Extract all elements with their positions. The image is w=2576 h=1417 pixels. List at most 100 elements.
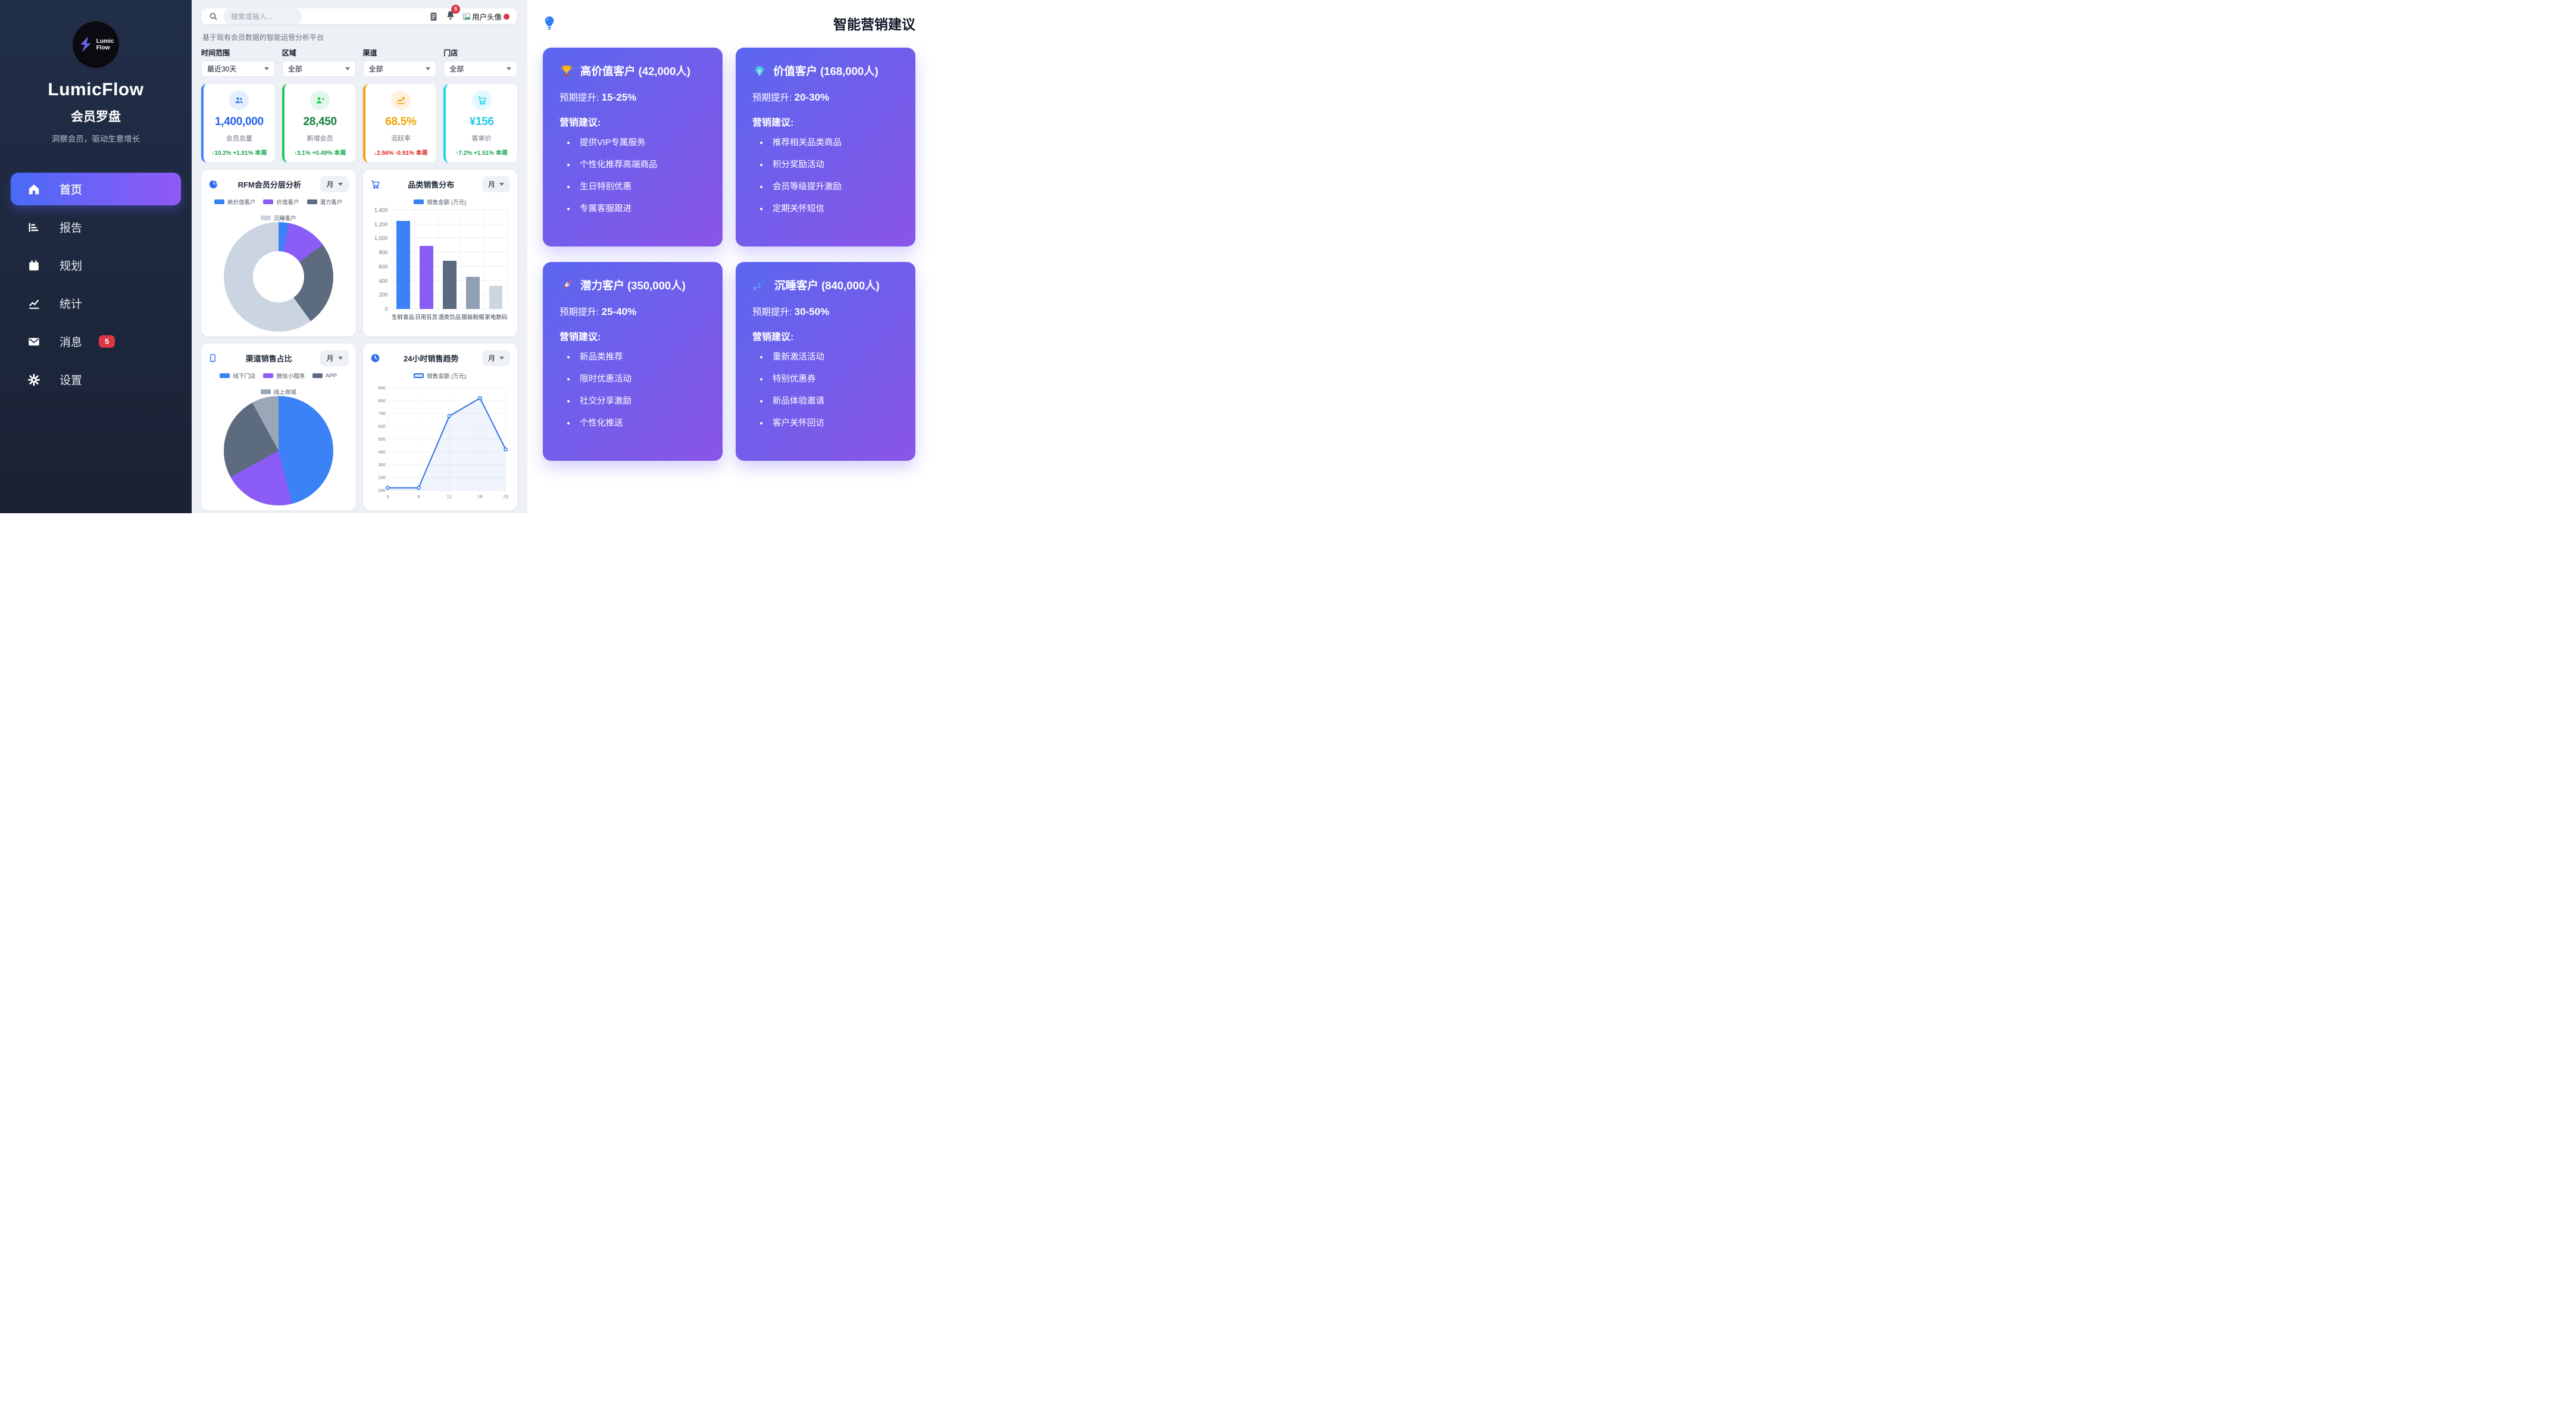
chart-header: 渠道销售占比 月 — [208, 350, 349, 366]
channel-chart-card: 渠道销售占比 月 线下门店 微信小程序 APP 线上商城 — [201, 344, 356, 510]
sidebar-item-label: 首页 — [60, 184, 83, 196]
avatar[interactable]: 用户头像 — [462, 11, 509, 22]
rfm-period-select[interactable]: 月 — [320, 176, 349, 192]
advice-item: 提供VIP专属服务 — [576, 136, 706, 148]
gear-icon — [26, 373, 42, 387]
legend-item: 高价值客户 — [214, 198, 255, 206]
lightbulb-icon — [545, 16, 554, 30]
category-bar-chart: 0 200 400 600 800 1,000 1,200 1,400 生鲜食品 日用百货 酒类饮品… — [374, 207, 508, 321]
chevron-down-icon — [337, 357, 343, 360]
phone-icon — [210, 354, 215, 363]
stat-card-active-rate: 68.5% 活跃率 ↓2.56% -0.91% 本周 — [362, 84, 437, 163]
advice-label: 营销建议: — [559, 332, 601, 342]
pie-chart-icon — [209, 179, 218, 189]
uplift-line: 预期提升: 20-30% — [752, 92, 830, 103]
filter-label: 区域 — [282, 49, 296, 57]
filter-store: 门店 全部 — [443, 48, 517, 77]
app-logo: Lumic Flow — [73, 21, 119, 68]
svg-text:6: 6 — [417, 494, 420, 500]
platform-description: 基于现有会员数据的智能运营分析平台 — [202, 33, 324, 42]
chart-header: 品类销售分布 月 — [370, 176, 510, 192]
stat-card-total-members: 1,400,000 会员总量 ↑10.2% +1.01% 本周 — [201, 84, 275, 163]
advice-item: 重新激活活动 — [769, 350, 899, 363]
advice-label: 营销建议: — [559, 118, 601, 128]
bar-日用百货 — [419, 246, 433, 309]
uplift-line: 预期提升: 15-25% — [559, 92, 637, 103]
svg-text:18: 18 — [477, 494, 482, 500]
topbar: 5 用户头像 — [201, 4, 517, 24]
stat-label: 客单价 — [471, 135, 492, 142]
chart-header: RFM会员分层分析 月 — [208, 176, 349, 192]
presence-dot — [504, 13, 509, 20]
store-select[interactable]: 全部 — [443, 61, 517, 77]
channel-select[interactable]: 全部 — [362, 61, 437, 77]
channel-period-select[interactable]: 月 — [320, 350, 349, 366]
dashboard-column: 5 用户头像 基于现有会员数据的智能运营分析平台 时间范围 最近30天 区域 全… — [192, 0, 527, 513]
advice-list: 提供VIP专属服务 个性化推荐高端商品 生日特别优惠 专属客服跟进 — [576, 136, 706, 214]
svg-text:400: 400 — [378, 450, 385, 455]
sidebar-item-home[interactable]: 首页 — [11, 173, 181, 205]
sidebar-item-reports[interactable]: 报告 — [11, 211, 181, 244]
chevron-down-icon — [264, 67, 269, 70]
rfm-legend: 高价值客户 价值客户 潜力客户 沉睡客户 — [208, 198, 349, 222]
channel-legend: 线下门店 微信小程序 APP 线上商城 — [208, 372, 349, 396]
sidebar-item-statistics[interactable]: 统计 — [11, 287, 181, 320]
hourly-line-chart: 100 200 300 400 500 600 700 800 900 0 6 12 18 23 — [370, 382, 511, 504]
filter-region: 区域 全部 — [282, 48, 356, 77]
chevron-down-icon — [499, 183, 504, 186]
svg-text:700: 700 — [378, 411, 385, 416]
time-range-select[interactable]: 最近30天 — [201, 61, 275, 77]
users-icon — [229, 90, 249, 110]
advice-list: 重新激活活动 特别优惠券 新品体验邀请 客户关怀回访 — [769, 350, 899, 429]
sidebar-item-label: 消息 — [60, 336, 83, 349]
messages-count-badge: 5 — [99, 335, 115, 348]
charts-grid: RFM会员分层分析 月 高价值客户 价值客户 潜力客户 沉睡客户 品类销售分布 月 销… — [201, 170, 517, 510]
filter-label: 门店 — [443, 49, 458, 57]
region-select[interactable]: 全部 — [282, 61, 356, 77]
line-chart-icon — [26, 296, 42, 311]
insight-card-title: 潜力客户 (350,000人) — [559, 277, 706, 293]
logo-text: Lumic Flow — [96, 38, 114, 52]
svg-text:100: 100 — [378, 488, 385, 493]
document-icon[interactable] — [429, 11, 439, 22]
advice-label: 营销建议: — [752, 332, 794, 342]
uplift-line: 预期提升: 25-40% — [559, 306, 637, 317]
bar-生鲜食品 — [396, 220, 410, 309]
chevron-down-icon — [345, 67, 350, 70]
sidebar-item-label: 设置 — [60, 374, 83, 387]
insight-card-title: 高价值客户 (42,000人) — [559, 63, 706, 79]
svg-text:900: 900 — [378, 385, 385, 391]
advice-item: 个性化推送 — [576, 416, 706, 429]
category-period-select[interactable]: 月 — [482, 176, 510, 192]
sidebar-item-settings[interactable]: 设置 — [11, 363, 181, 396]
category-legend: 销售金额 (万元) — [370, 198, 511, 206]
topbar-icons: 5 用户头像 — [429, 4, 509, 24]
calendar-icon — [26, 258, 42, 273]
hourly-period-select[interactable]: 月 — [482, 350, 510, 366]
legend-item: 销售金额 (万元) — [414, 372, 466, 380]
bar-酒类饮品 — [442, 261, 457, 309]
advice-list: 新品类推荐 限时优惠活动 社交分享激励 个性化推送 — [576, 350, 706, 429]
insight-card-title: 价值客户 (168,000人) — [752, 63, 899, 79]
legend-item: 潜力客户 — [307, 198, 343, 206]
search-input[interactable] — [223, 8, 302, 24]
svg-text:Z: Z — [761, 278, 766, 286]
advice-item: 社交分享激励 — [576, 394, 706, 407]
svg-text:500: 500 — [378, 436, 385, 442]
user-plus-icon — [310, 90, 330, 110]
svg-text:300: 300 — [378, 462, 385, 467]
svg-text:200: 200 — [378, 475, 385, 480]
chevron-down-icon — [426, 67, 431, 70]
chart-title: 渠道销售占比 — [245, 354, 292, 363]
sidebar-item-messages[interactable]: 消息 5 — [11, 325, 181, 358]
chart-title: 24小时销售趋势 — [404, 354, 459, 363]
sidebar-item-planning[interactable]: 规划 — [11, 249, 181, 282]
brand-tagline: 洞察会员，驱动生意增长 — [51, 135, 140, 143]
home-icon — [26, 182, 42, 196]
advice-item: 限时优惠活动 — [576, 372, 706, 385]
advice-label: 营销建议: — [752, 118, 794, 128]
chevron-down-icon — [337, 183, 343, 186]
insight-card-dormant: zZZ 沉睡客户 (840,000人) 预期提升: 30-50% 营销建议: 重… — [736, 262, 915, 461]
notifications-button[interactable]: 5 — [445, 4, 460, 24]
